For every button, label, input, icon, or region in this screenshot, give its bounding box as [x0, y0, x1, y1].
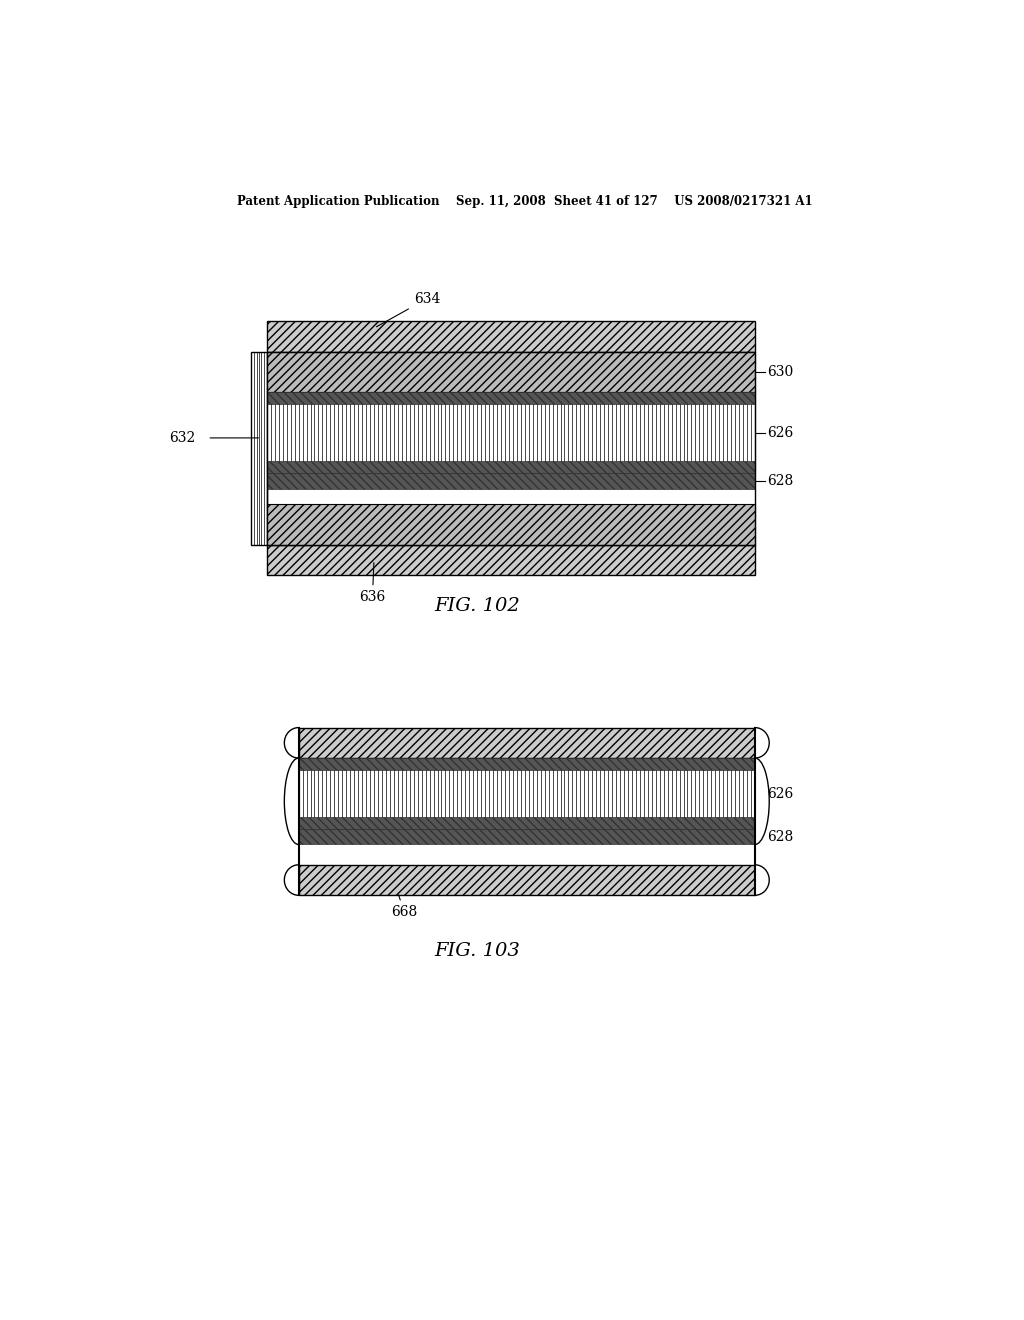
- Bar: [267, 351, 755, 392]
- Bar: [299, 817, 755, 829]
- Text: Patent Application Publication    Sep. 11, 2008  Sheet 41 of 127    US 2008/0217: Patent Application Publication Sep. 11, …: [237, 194, 813, 207]
- Text: 626: 626: [767, 426, 794, 440]
- Bar: [267, 392, 755, 474]
- Bar: [251, 351, 267, 545]
- Bar: [267, 392, 755, 404]
- Text: 634: 634: [377, 292, 440, 327]
- Bar: [755, 865, 769, 895]
- Text: 628: 628: [767, 474, 794, 488]
- Text: 626: 626: [767, 787, 794, 801]
- Text: 630: 630: [767, 364, 794, 379]
- Bar: [285, 865, 299, 895]
- Text: FIG. 102: FIG. 102: [434, 597, 520, 615]
- Bar: [285, 758, 299, 845]
- Bar: [299, 845, 755, 865]
- Bar: [299, 865, 755, 895]
- Bar: [299, 727, 755, 758]
- Text: 636: 636: [359, 562, 386, 605]
- Bar: [285, 727, 299, 758]
- Bar: [267, 545, 755, 576]
- Text: 628: 628: [767, 830, 794, 843]
- Text: 632: 632: [169, 430, 196, 445]
- Bar: [267, 474, 755, 488]
- Bar: [267, 351, 755, 545]
- Text: FIG. 103: FIG. 103: [434, 942, 520, 960]
- Bar: [267, 461, 755, 474]
- Bar: [267, 504, 755, 545]
- Bar: [755, 727, 769, 758]
- Text: 668: 668: [391, 895, 418, 920]
- Bar: [267, 321, 755, 351]
- Bar: [299, 758, 755, 771]
- Bar: [299, 758, 755, 829]
- Bar: [755, 758, 769, 845]
- Bar: [299, 829, 755, 845]
